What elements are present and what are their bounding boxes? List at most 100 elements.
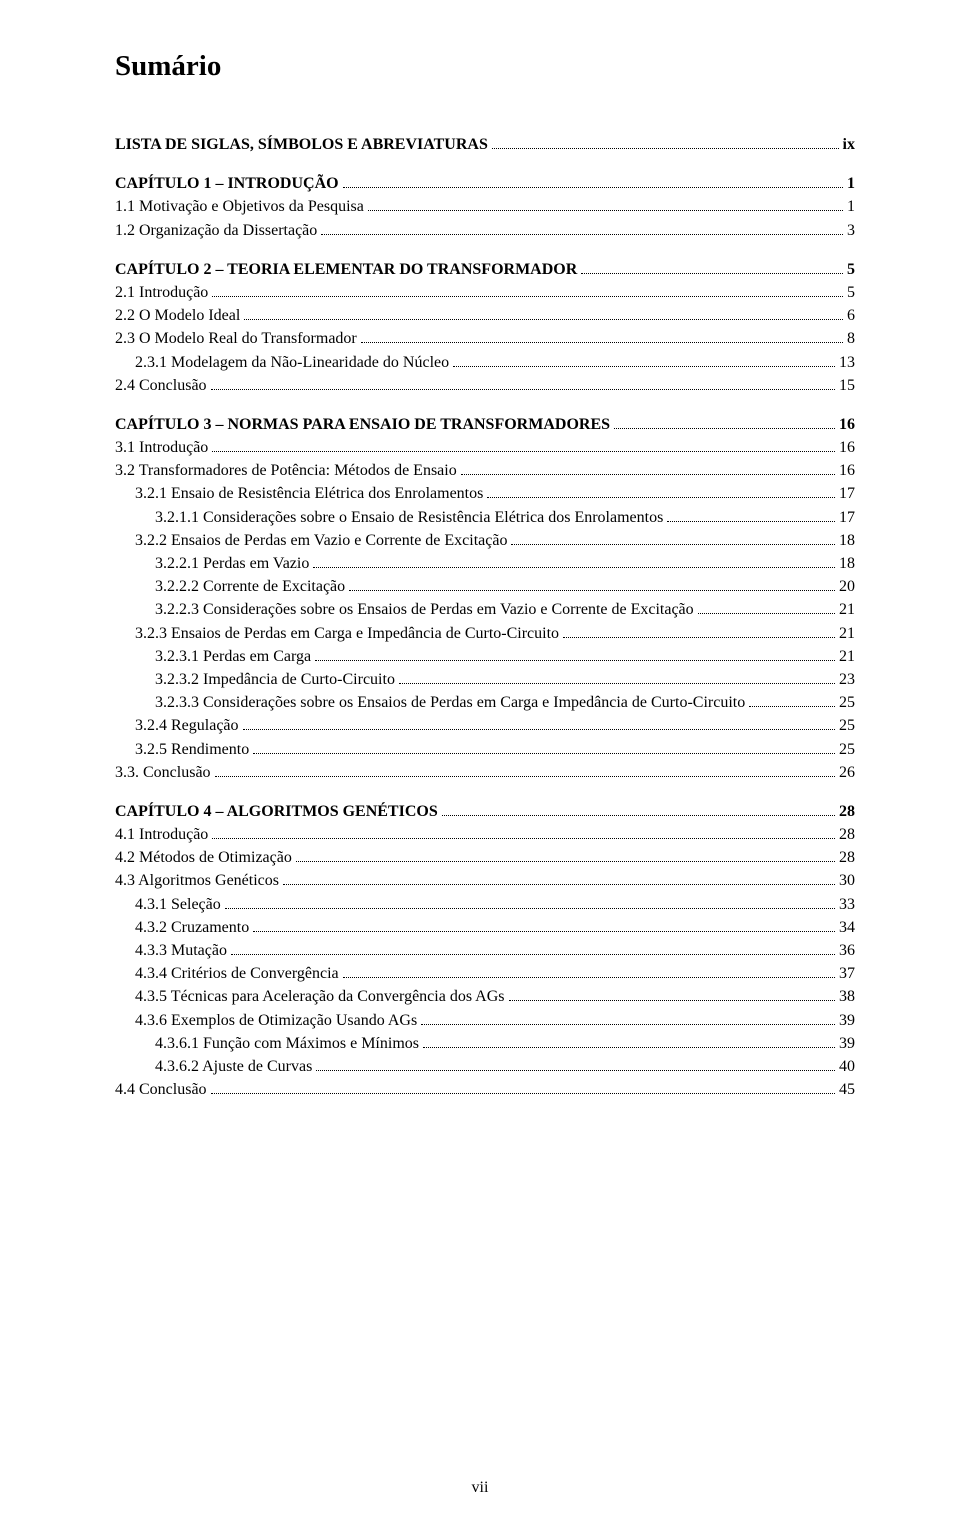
toc-entry-page: 28 (839, 846, 855, 869)
toc-entry-page: 3 (847, 219, 855, 242)
toc-entry-page: 28 (839, 823, 855, 846)
toc-entry: 3.1 Introdução 16 (115, 436, 855, 459)
toc-entry-label: 3.3. Conclusão (115, 761, 211, 784)
toc-leader (749, 692, 835, 707)
toc-entry-page: 36 (839, 939, 855, 962)
toc-entry-label: 4.3.1 Seleção (135, 893, 221, 916)
toc-entry-page: 6 (847, 304, 855, 327)
toc-entry: 3.2.5 Rendimento25 (115, 738, 855, 761)
toc-entry-page: 21 (839, 645, 855, 668)
toc-entry: 4.3.6.2 Ajuste de Curvas40 (115, 1055, 855, 1078)
toc-leader (253, 738, 835, 753)
toc-leader (368, 196, 843, 211)
toc-leader (212, 437, 835, 452)
toc-entry-label: 3.2 Transformadores de Potência: Métodos… (115, 459, 457, 482)
toc-leader (212, 282, 843, 297)
toc-entry: 4.3.6.1 Função com Máximos e Mínimos39 (115, 1032, 855, 1055)
toc-entry-label: 4.3.3 Mutação (135, 939, 227, 962)
toc-entry-label: 3.2.1 Ensaio de Resistência Elétrica dos… (135, 482, 483, 505)
toc-entry-page: 34 (839, 916, 855, 939)
toc-entry-page: 45 (839, 1078, 855, 1101)
toc-entry: 1.2 Organização da Dissertação 3 (115, 219, 855, 242)
toc-entry-label: 2.4 Conclusão (115, 374, 207, 397)
toc-entry: 4.4 Conclusão45 (115, 1078, 855, 1101)
toc-entry-page: 8 (847, 327, 855, 350)
toc-entry-label: 1.1 Motivação e Objetivos da Pesquisa (115, 195, 364, 218)
toc-entry: 2.2 O Modelo Ideal 6 (115, 304, 855, 327)
toc-leader (215, 761, 835, 776)
toc-entry: 4.3.3 Mutação 36 (115, 939, 855, 962)
toc-leader (442, 800, 835, 815)
toc-entry-label: 2.3 O Modelo Real do Transformador (115, 327, 357, 350)
toc-leader (321, 219, 843, 234)
toc-leader (231, 940, 835, 955)
toc-leader (315, 645, 835, 660)
toc-entry-label: CAPÍTULO 3 – NORMAS PARA ENSAIO DE TRANS… (115, 413, 610, 436)
toc-leader (492, 134, 839, 149)
toc-entry: 3.2.1.1 Considerações sobre o Ensaio de … (115, 506, 855, 529)
toc-entry: 4.2 Métodos de Otimização 28 (115, 846, 855, 869)
toc-entry: CAPÍTULO 4 – ALGORITMOS GENÉTICOS28 (115, 800, 855, 823)
toc-entry-label: 2.1 Introdução (115, 281, 208, 304)
toc-entry: 3.2.3.2 Impedância de Curto-Circuito 23 (115, 668, 855, 691)
toc-entry-page: 25 (839, 738, 855, 761)
toc-entry: 4.3.4 Critérios de Convergência37 (115, 962, 855, 985)
toc-entry-page: 5 (847, 258, 855, 281)
toc-leader (487, 483, 835, 498)
toc-entry-label: 4.3.6 Exemplos de Otimização Usando AGs (135, 1009, 417, 1032)
toc-entry-page: 23 (839, 668, 855, 691)
toc-entry-label: 4.2 Métodos de Otimização (115, 846, 292, 869)
toc-leader (212, 824, 835, 839)
toc-entry: 4.1 Introdução 28 (115, 823, 855, 846)
toc-entry: 4.3 Algoritmos Genéticos 30 (115, 869, 855, 892)
toc-entry-page: 5 (847, 281, 855, 304)
toc-leader (349, 576, 835, 591)
toc-entry-page: 13 (839, 351, 855, 374)
toc-entry-page: 16 (839, 436, 855, 459)
toc-entry-page: 30 (839, 869, 855, 892)
toc-entry-page: 15 (839, 374, 855, 397)
toc-entry-page: 33 (839, 893, 855, 916)
toc-entry: CAPÍTULO 2 – TEORIA ELEMENTAR DO TRANSFO… (115, 258, 855, 281)
toc-entry-label: 3.2.1.1 Considerações sobre o Ensaio de … (155, 506, 663, 529)
toc-entry: 3.2.3 Ensaios de Perdas em Carga e Imped… (115, 622, 855, 645)
toc-leader (614, 413, 835, 428)
toc-entry-label: 3.2.3.1 Perdas em Carga (155, 645, 311, 668)
toc-leader (399, 669, 835, 684)
toc-entry: 3.2.2.1 Perdas em Vazio18 (115, 552, 855, 575)
toc-leader (698, 599, 835, 614)
toc-leader (421, 1009, 835, 1024)
toc-entry: 1.1 Motivação e Objetivos da Pesquisa1 (115, 195, 855, 218)
toc-leader (244, 305, 843, 320)
toc-entry-page: 17 (839, 482, 855, 505)
toc-entry-label: 2.3.1 Modelagem da Não-Linearidade do Nú… (135, 351, 449, 374)
toc-entry-page: 16 (839, 459, 855, 482)
toc-entry-label: 3.2.3.2 Impedância de Curto-Circuito (155, 668, 395, 691)
toc-entry-page: 26 (839, 761, 855, 784)
toc-entry-label: 3.2.2.1 Perdas em Vazio (155, 552, 309, 575)
toc-entry-label: 2.2 O Modelo Ideal (115, 304, 240, 327)
toc-entry-label: 3.2.4 Regulação (135, 714, 239, 737)
toc-entry-page: 39 (839, 1032, 855, 1055)
toc-entry-page: 1 (847, 172, 855, 195)
toc-entry-page: 25 (839, 714, 855, 737)
toc-entry-page: 21 (839, 598, 855, 621)
toc-entry: 3.2.2.3 Considerações sobre os Ensaios d… (115, 598, 855, 621)
toc-entry-page: 37 (839, 962, 855, 985)
toc-leader (667, 506, 835, 521)
toc-entry: 2.4 Conclusão 15 (115, 374, 855, 397)
toc-entry-label: 1.2 Organização da Dissertação (115, 219, 317, 242)
toc-entry-label: LISTA DE SIGLAS, SÍMBOLOS E ABREVIATURAS (115, 133, 488, 156)
toc-entry-page: 17 (839, 506, 855, 529)
toc-leader (225, 893, 835, 908)
toc-entry: 3.2.4 Regulação 25 (115, 714, 855, 737)
toc-leader (423, 1032, 835, 1047)
toc-entry-page: 21 (839, 622, 855, 645)
toc-entry-label: 4.1 Introdução (115, 823, 208, 846)
toc-entry-label: 3.2.2.3 Considerações sobre os Ensaios d… (155, 598, 694, 621)
toc-entry-page: 28 (839, 800, 855, 823)
toc-entry-label: 4.3 Algoritmos Genéticos (115, 869, 279, 892)
toc-entry-label: 3.1 Introdução (115, 436, 208, 459)
toc-entry: CAPÍTULO 1 – INTRODUÇÃO1 (115, 172, 855, 195)
toc-entry-label: 4.3.2 Cruzamento (135, 916, 249, 939)
